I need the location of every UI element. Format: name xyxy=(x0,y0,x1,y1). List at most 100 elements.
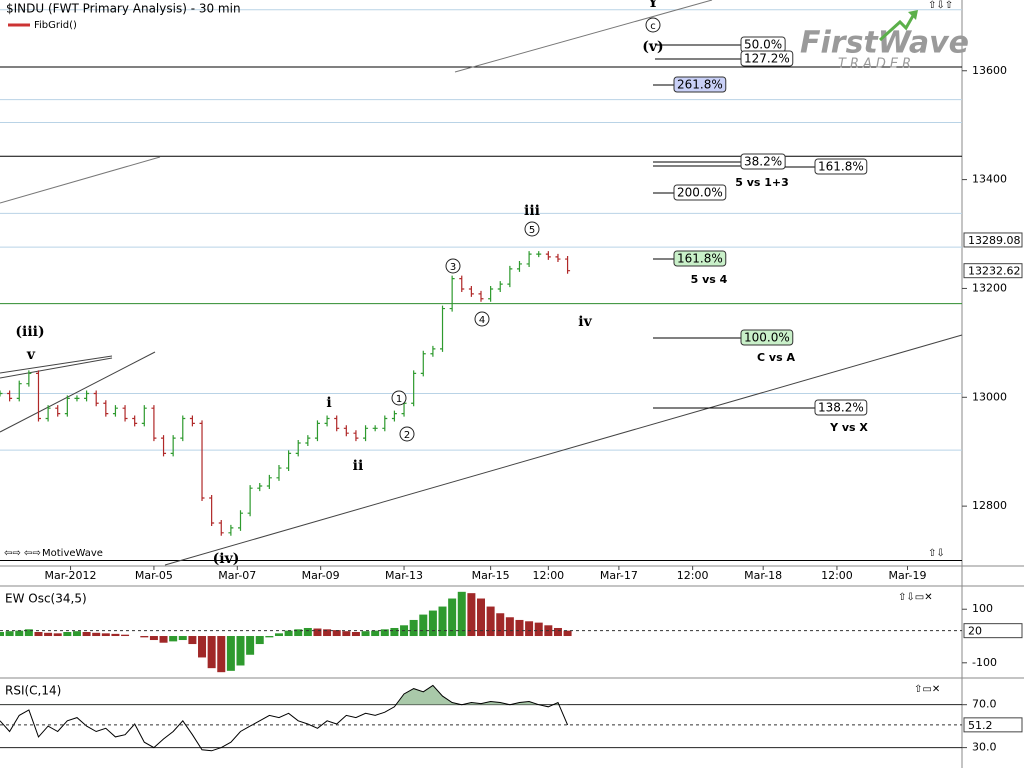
trend-line xyxy=(164,334,963,566)
price-bar xyxy=(286,450,292,472)
osc-bar xyxy=(226,636,235,671)
x-tick-label: Mar-2012 xyxy=(45,569,97,582)
price-bar xyxy=(26,370,32,387)
price-bar xyxy=(459,275,465,292)
price-bar xyxy=(295,440,301,457)
fib-label: 138.2% xyxy=(818,401,864,415)
wave-circle xyxy=(524,221,540,237)
osc-bar xyxy=(24,629,33,637)
wave-label: iv xyxy=(578,314,592,330)
osc-bar xyxy=(0,632,4,637)
price-bar xyxy=(209,494,215,527)
osc-bar xyxy=(5,631,14,637)
chart-title: $INDU (FWT Primary Analysis) - 30 min xyxy=(6,2,241,16)
price-bar xyxy=(266,474,272,489)
price-bar xyxy=(0,390,3,397)
trend-line xyxy=(0,156,161,204)
price-bar xyxy=(199,420,205,501)
value-tag-box xyxy=(963,623,1023,639)
wave-circle xyxy=(645,17,661,33)
panel-buttons[interactable]: ⇧▭✕ xyxy=(914,684,940,695)
fib-label: 38.2% xyxy=(744,155,782,169)
nav-icons[interactable]: ⇦⇨ ⇦⇨ xyxy=(4,548,41,559)
price-bar xyxy=(555,253,561,263)
price-bar xyxy=(103,400,109,417)
price-bar xyxy=(16,380,22,402)
osc-bar xyxy=(284,630,293,637)
fib-box xyxy=(814,158,868,175)
logo-name: FirstWave xyxy=(800,26,969,61)
wave-circle xyxy=(399,426,415,442)
osc-bar xyxy=(140,636,149,638)
fib-note: Y vs X xyxy=(829,421,868,434)
trend-line xyxy=(0,355,113,374)
price-bar xyxy=(382,415,388,432)
price-bar xyxy=(7,390,13,402)
price-bar xyxy=(161,435,167,457)
osc-bar xyxy=(467,593,476,637)
osc-bar xyxy=(390,627,399,637)
y-tick-label: -100 xyxy=(972,656,997,669)
price-bar xyxy=(324,415,330,427)
osc-bar xyxy=(515,619,524,637)
wave-label: ii xyxy=(353,458,364,474)
wave-circle xyxy=(391,390,407,406)
fib-box xyxy=(740,50,794,67)
price-bar xyxy=(276,465,282,481)
osc-bar xyxy=(361,631,370,637)
osc-bar xyxy=(505,617,514,637)
osc-bar xyxy=(188,636,197,645)
price-bar xyxy=(343,425,349,437)
wave-label: (iv) xyxy=(213,551,240,567)
y-tick-label: 13400 xyxy=(972,173,1007,186)
rsi-line xyxy=(0,684,569,752)
osc-bar xyxy=(323,629,332,637)
fib-box xyxy=(814,399,868,416)
wave-circle xyxy=(474,311,490,327)
osc-bar xyxy=(294,629,303,637)
price-bar xyxy=(372,425,378,432)
osc-bar xyxy=(477,598,485,637)
price-bar xyxy=(180,415,186,442)
osc-bar xyxy=(448,598,457,637)
wave-label: iii xyxy=(524,203,540,219)
panel-title: EW Osc(34,5) xyxy=(5,592,87,606)
fib-label: 127.2% xyxy=(744,52,790,66)
wave-label: v xyxy=(26,347,36,363)
osc-bar xyxy=(121,634,130,637)
x-tick-label: Mar-17 xyxy=(600,569,638,582)
price-bar xyxy=(112,405,118,417)
osc-bar xyxy=(534,622,543,637)
price-bar xyxy=(305,435,311,447)
osc-bar xyxy=(149,636,158,641)
x-tick-label: 12:00 xyxy=(677,569,709,582)
trend-line xyxy=(0,351,156,433)
plot: 12800 13000 13200 13400 13600 Mar-2012 Mar-05 M… xyxy=(0,64,1023,754)
wave-label: i xyxy=(326,395,331,411)
price-bar xyxy=(468,285,474,297)
osc-bar xyxy=(159,636,168,643)
osc-bar xyxy=(380,629,389,637)
price-bar xyxy=(334,415,340,432)
osc-bar xyxy=(92,632,101,637)
x-tick-label: Mar-18 xyxy=(744,569,782,582)
price-bar xyxy=(449,275,455,312)
fib-note: 5 vs 1+3 xyxy=(735,176,789,189)
wave-label: 3 xyxy=(450,262,456,273)
price-bar xyxy=(74,395,80,402)
y-tick-label: 13600 xyxy=(972,64,1007,77)
x-tick-label: Mar-09 xyxy=(302,569,340,582)
osc-bar xyxy=(82,632,91,637)
value-tag-box xyxy=(963,263,1023,279)
osc-bar xyxy=(53,633,62,637)
price-bar xyxy=(497,281,503,292)
price-bar xyxy=(84,390,90,402)
price-bar xyxy=(93,390,99,407)
osc-bar xyxy=(428,610,437,637)
panel-buttons[interactable]: ⇧⇩▭✕ xyxy=(898,592,933,603)
panel-buttons[interactable]: ⇧⇩⇧ xyxy=(928,0,953,11)
panel-buttons[interactable]: ⇧⇩ xyxy=(928,548,945,559)
osc-bar xyxy=(409,619,418,637)
